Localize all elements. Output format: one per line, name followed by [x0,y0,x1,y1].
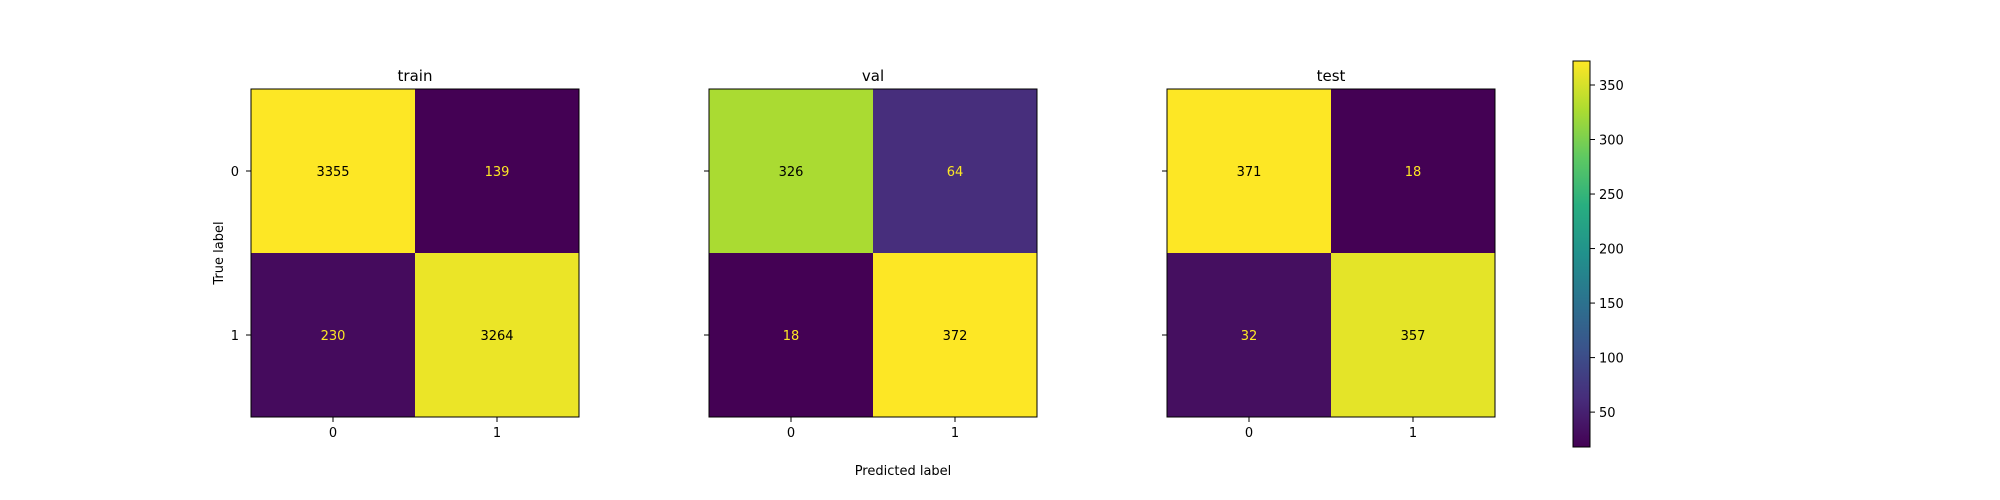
heatmap-cell [709,253,873,417]
panel-title: train [398,67,433,85]
heatmap-cell [1167,253,1331,417]
cell-value-label: 64 [947,165,964,180]
x-axis-label: Predicted label [855,464,952,479]
cell-value-label: 32 [1241,329,1258,344]
cell-value-label: 372 [943,329,968,344]
colorbar-tick-label: 250 [1599,188,1624,203]
colorbar-tick-label: 150 [1599,297,1624,312]
cell-value-label: 326 [779,165,804,180]
x-tick-label: 0 [329,426,337,441]
cell-value-label: 139 [485,165,510,180]
panel-val: 326 64 18 372 val 0 1 [704,67,1038,441]
x-tick-label: 1 [1409,426,1417,441]
panel-title: test [1317,67,1346,85]
cell-value-label: 3264 [480,329,513,344]
panel-frame [708,88,1038,418]
x-tick-label: 1 [951,426,959,441]
y-tick-label: 0 [231,165,239,180]
cell-value-label: 3355 [316,165,349,180]
colorbar-ticks: 50 100 150 200 250 300 350 [1590,79,1624,421]
panel-frame [250,88,580,418]
heatmap-cell [873,253,1037,417]
x-tick-label: 0 [1245,426,1253,441]
panel-title: val [862,67,884,85]
cell-value-label: 357 [1401,329,1426,344]
heatmap-cell [1167,89,1331,253]
colorbar: 50 100 150 200 250 300 350 [1572,60,1624,448]
heatmap-cell [873,89,1037,253]
cell-value-label: 18 [783,329,800,344]
y-axis-label: True label [212,221,227,285]
heatmap-cell [415,89,579,253]
heatmap-cell [415,253,579,417]
colorbar-tick-label: 200 [1599,243,1624,258]
panel-train: 3355 139 230 3264 train 0 1 0 1 [231,67,580,441]
cell-value-label: 371 [1237,165,1262,180]
heatmap-cell [1331,253,1495,417]
cell-value-label: 18 [1405,165,1422,180]
x-tick-label: 0 [787,426,795,441]
colorbar-gradient [1572,60,1591,448]
cell-value-label: 230 [321,329,346,344]
colorbar-tick-label: 50 [1599,406,1616,421]
y-tick-label: 1 [231,329,239,344]
colorbar-tick-label: 300 [1599,134,1624,149]
panel-frame [1166,88,1496,418]
heatmap-cell [709,89,873,253]
heatmap-cell [251,89,415,253]
colorbar-tick-label: 350 [1599,79,1624,94]
heatmap-cell [251,253,415,417]
colorbar-tick-label: 100 [1599,352,1624,367]
panel-test: 371 18 32 357 test 0 1 [1162,67,1496,441]
heatmap-cell [1331,89,1495,253]
x-tick-label: 1 [493,426,501,441]
